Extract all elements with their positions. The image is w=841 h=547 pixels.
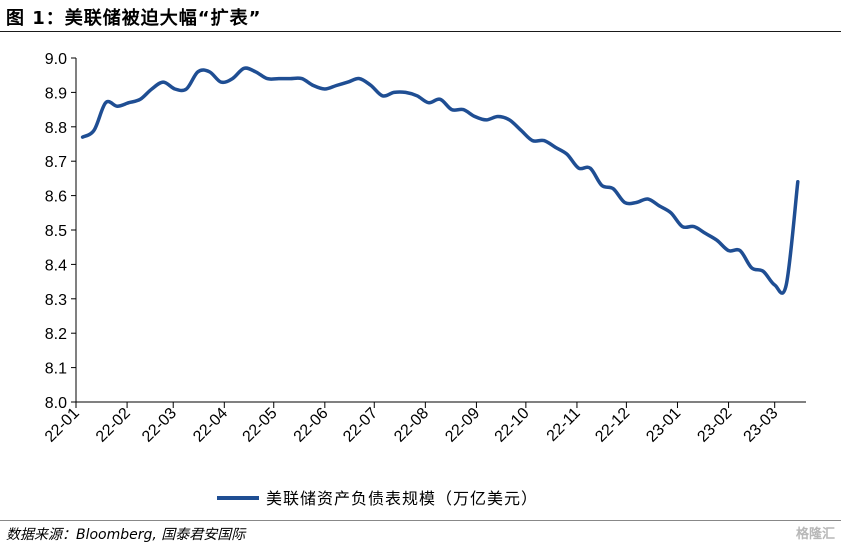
y-axis: 8.0 8.1 8.2 8.3 8.4 8.5 8.6 8.7 8.8 8.9 9.0	[45, 51, 77, 412]
x-tick-label: 22-06	[291, 405, 332, 446]
x-tick-label: 22-12	[592, 405, 633, 446]
x-tick-label: 22-09	[442, 405, 483, 446]
x-tick-label: 23-02	[694, 405, 735, 446]
y-tick-label: 9.0	[45, 51, 67, 68]
x-tick-label: 22-08	[391, 405, 432, 446]
y-tick-label: 8.6	[45, 189, 67, 206]
x-tick-label: 23-03	[741, 405, 782, 446]
series-layer	[80, 66, 800, 295]
y-tick-label: 8.4	[45, 257, 67, 274]
x-axis: 22-01 22-02 22-03 22-04 22-05 22-06 22-07 22-08…	[42, 401, 806, 446]
x-tick-label: 22-10	[492, 405, 533, 446]
x-tick-label: 22-11	[544, 405, 584, 445]
y-tick-label: 8.9	[45, 85, 67, 102]
page-title: 图 1：美联储被迫大幅“扩表”	[6, 8, 262, 29]
x-tick-label: 22-03	[139, 405, 180, 446]
series-line	[80, 66, 800, 295]
y-tick-label: 8.5	[45, 223, 67, 240]
x-tick-label: 22-07	[340, 405, 381, 446]
line-chart: 8.0 8.1 8.2 8.3 8.4 8.5 8.6 8.7 8.8 8.9 9.0 22-01 2…	[42, 51, 806, 508]
x-tick-label: 22-02	[93, 405, 134, 446]
legend: 美联储资产负债表规模（万亿美元）	[217, 489, 538, 508]
y-tick-label: 8.2	[45, 326, 67, 343]
y-tick-label: 8.8	[45, 120, 67, 137]
y-tick-label: 8.1	[45, 361, 67, 378]
x-tick-label: 23-01	[643, 405, 684, 446]
footer-divider	[0, 520, 841, 521]
y-tick-label: 8.3	[45, 292, 67, 309]
x-tick-label: 22-04	[190, 405, 231, 446]
source-note: 数据来源：Bloomberg, 国泰君安国际	[6, 527, 246, 543]
legend-label: 美联储资产负债表规模（万亿美元）	[266, 489, 538, 508]
x-tick-label: 22-05	[240, 405, 281, 446]
watermark-logo: 格隆汇	[795, 527, 835, 542]
y-tick-label: 8.7	[45, 154, 67, 171]
y-tick-label: 8.0	[45, 395, 67, 412]
title-divider	[0, 31, 841, 32]
